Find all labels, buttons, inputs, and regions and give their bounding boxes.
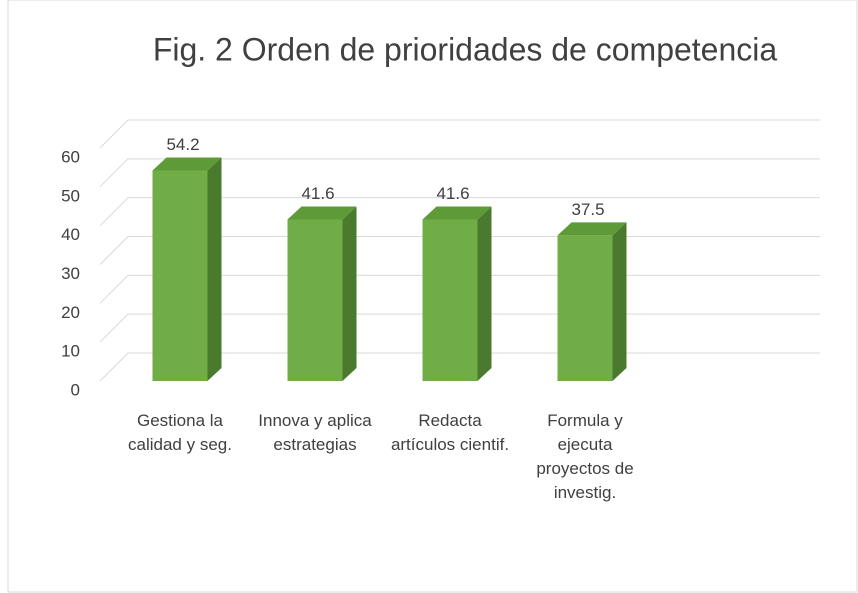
chart-title: Fig. 2 Orden de prioridades de competenc… <box>153 31 778 67</box>
bar-top <box>557 222 627 236</box>
bar <box>152 157 222 381</box>
grid-line <box>99 158 820 188</box>
bar <box>422 206 492 381</box>
y-tick-label: 0 <box>71 380 80 399</box>
x-tick-label: Innova y aplica estrategias <box>258 411 372 454</box>
y-tick-label: 10 <box>61 342 80 361</box>
x-tick-label: Redacta artículos cientif. <box>390 411 510 454</box>
y-tick-label: 30 <box>61 264 80 283</box>
bar <box>287 206 357 381</box>
bar-front <box>287 219 343 381</box>
y-tick-label: 40 <box>61 225 80 244</box>
grid-line <box>99 197 820 227</box>
data-label: 37.5 <box>571 200 604 219</box>
bar-side <box>477 206 492 381</box>
bar-side <box>612 222 627 381</box>
data-label: 41.6 <box>301 184 334 203</box>
grid-line <box>99 119 820 149</box>
y-tick-label: 60 <box>61 147 80 166</box>
y-tick-label: 50 <box>61 186 80 205</box>
bar-front <box>557 235 613 381</box>
bar-front <box>152 170 208 381</box>
data-label: 41.6 <box>436 184 469 203</box>
x-tick-label: Formula y ejecuta proyectos de investig. <box>536 411 634 502</box>
chart-border <box>7 0 858 593</box>
bar-side <box>207 157 222 381</box>
bar-top <box>287 206 357 220</box>
data-label: 54.2 <box>166 135 199 154</box>
y-tick-label: 20 <box>61 303 80 322</box>
x-tick-label: Gestiona la calidad y seg. <box>128 411 232 454</box>
bar-top <box>422 206 492 220</box>
bar-front <box>422 219 478 381</box>
bar-top <box>152 157 222 171</box>
bar-side <box>342 206 357 381</box>
bar <box>557 222 627 381</box>
